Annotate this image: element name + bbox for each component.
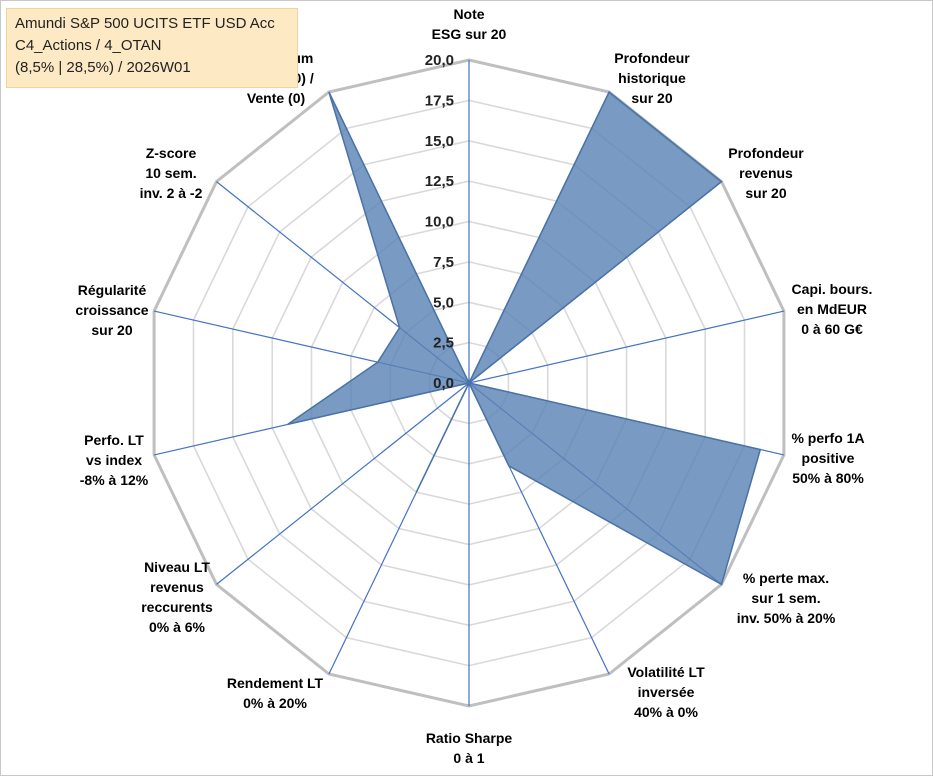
chart-title-box: Amundi S&P 500 UCITS ETF USD Acc C4_Acti… (6, 8, 298, 88)
axis-label-5: % perfo 1A positive 50% à 80% (791, 430, 864, 486)
axis-label-13: Z-score 10 sem. inv. 2 à -2 (140, 145, 203, 201)
tick-label: 10,0 (425, 214, 454, 231)
axis-label-1: Note ESG sur 20 (432, 6, 507, 42)
title-line-category: C4_Actions / 4_OTAN (15, 37, 162, 54)
title-line-stats: (8,5% | 28,5%) / 2026W01 (15, 59, 191, 76)
axis-label-11: Perfo. LT vs index -8% à 12% (80, 432, 149, 488)
axis-label-12: Régularité croissance sur 20 (75, 282, 148, 338)
axis-label-4: Capi. bours. en MdEUR 0 à 60 G€ (792, 281, 873, 337)
tick-label: 17,5 (425, 92, 454, 109)
axis-label-9: Rendement LT 0% à 20% (227, 675, 324, 711)
axis-label-3: Profondeur revenus sur 20 (728, 145, 804, 201)
title-line-fund: Amundi S&P 500 UCITS ETF USD Acc (15, 15, 275, 32)
tick-label: 7,5 (433, 254, 454, 271)
axis-label-7: Volatilité LT inversée 40% à 0% (627, 664, 705, 720)
axis-label-10: Niveau LT revenus reccurents 0% à 6% (141, 559, 213, 635)
axis-label-6: % perte max. sur 1 sem. inv. 50% à 20% (737, 570, 836, 626)
tick-label: 12,5 (425, 173, 454, 190)
spoke-4 (468, 310, 785, 384)
axis-label-2: Profondeur historique sur 20 (614, 50, 690, 106)
series-area (287, 90, 762, 586)
axis-label-8: Ratio Sharpe 0 à 1 (426, 730, 513, 766)
tick-label: 2,5 (433, 335, 454, 352)
tick-label: 20,0 (425, 52, 454, 69)
tick-label: 0,0 (433, 375, 454, 392)
spoke-10 (216, 382, 470, 585)
tick-label: 15,0 (425, 133, 454, 150)
tick-label: 5,0 (433, 294, 454, 311)
